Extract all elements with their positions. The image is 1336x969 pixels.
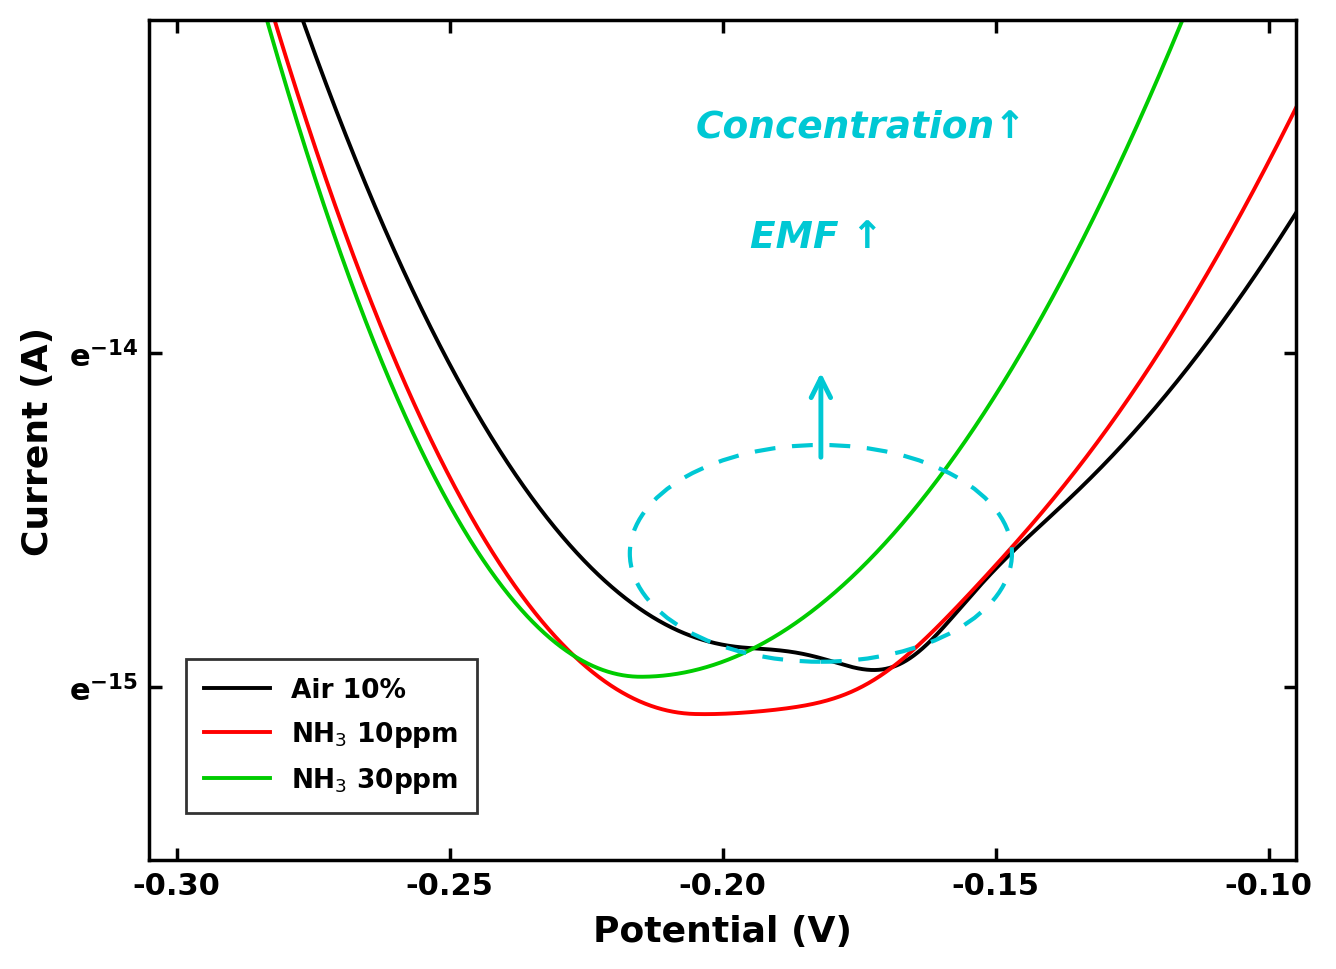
Air 10% [1142,409,1158,421]
NH$_3$ 30ppm [1142,91,1158,103]
Legend: Air 10%, NH$_3$ 10ppm, NH$_3$ 30ppm: Air 10%, NH$_3$ 10ppm, NH$_3$ 30ppm [186,659,477,814]
NH$_3$ 10ppm [697,708,713,720]
Air 10% [1288,208,1304,220]
Air 10% [1265,242,1281,254]
NH$_3$ 30ppm [341,269,357,281]
Air 10% [341,137,357,148]
NH$_3$ 10ppm [631,696,647,707]
NH$_3$ 10ppm [581,664,597,675]
Line: NH$_3$ 10ppm: NH$_3$ 10ppm [150,0,1296,714]
NH$_3$ 10ppm [341,236,357,248]
Text: EMF ↑: EMF ↑ [749,219,883,255]
Line: Air 10%: Air 10% [150,0,1296,671]
NH$_3$ 10ppm [1288,104,1304,115]
NH$_3$ 30ppm [631,672,647,683]
NH$_3$ 30ppm [633,672,649,683]
Y-axis label: Current (A): Current (A) [21,327,55,555]
Air 10% [866,665,882,676]
Air 10% [581,560,597,572]
Line: NH$_3$ 30ppm: NH$_3$ 30ppm [150,0,1296,677]
NH$_3$ 30ppm [273,61,289,73]
Text: Concentration↑: Concentration↑ [695,109,1026,145]
NH$_3$ 30ppm [581,659,597,671]
NH$_3$ 10ppm [1265,147,1281,159]
Air 10% [631,603,647,614]
X-axis label: Potential (V): Potential (V) [593,914,852,949]
NH$_3$ 10ppm [1142,361,1158,373]
NH$_3$ 10ppm [273,34,289,46]
